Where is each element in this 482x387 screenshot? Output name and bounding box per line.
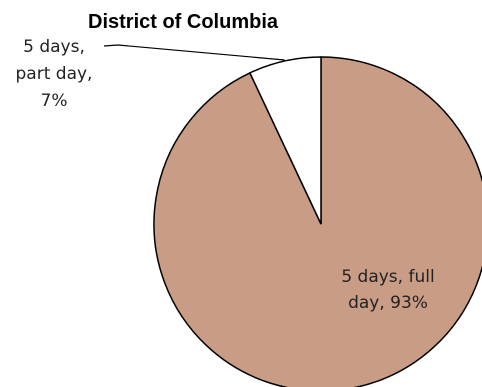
chart-title: District of Columbia xyxy=(88,11,279,33)
slice-label-line: day, 93% xyxy=(348,293,428,313)
slice-label-line: part day, xyxy=(16,64,93,84)
slice-label-full-day: 5 days, full day, 93% xyxy=(341,267,434,313)
slice-label-line: 5 days, full xyxy=(341,267,434,287)
slice-label-line: 7% xyxy=(41,91,68,111)
leader-line xyxy=(103,44,285,61)
slice-label-line: 5 days, xyxy=(23,37,85,57)
slice-label-part-day: 5 days, part day, 7% xyxy=(16,37,93,111)
pie-slice-5-days-part-day xyxy=(248,56,322,225)
